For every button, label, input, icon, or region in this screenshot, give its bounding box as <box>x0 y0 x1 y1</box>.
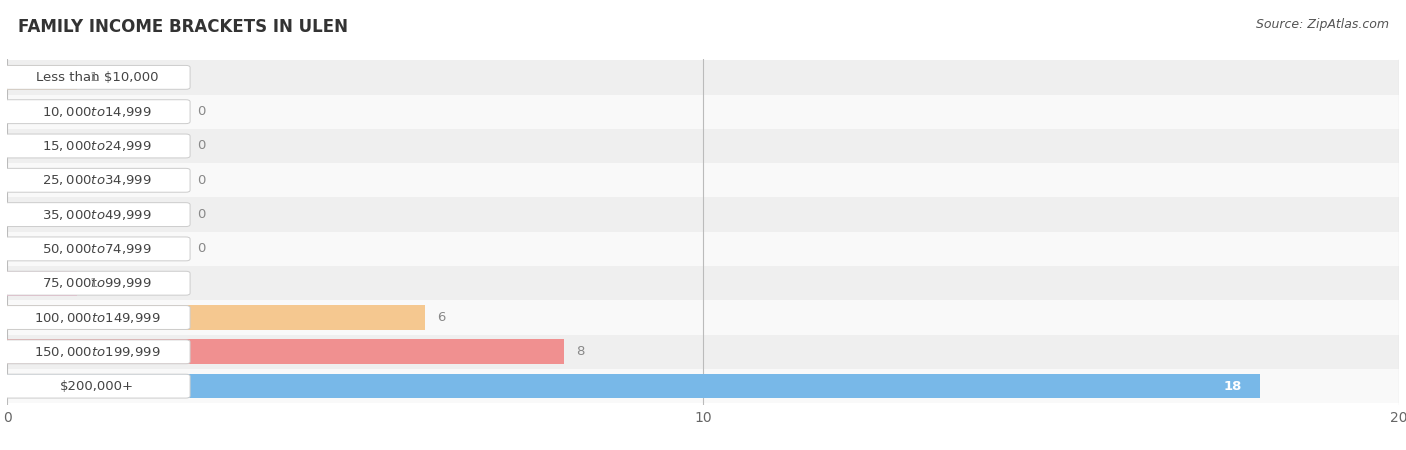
Text: FAMILY INCOME BRACKETS IN ULEN: FAMILY INCOME BRACKETS IN ULEN <box>18 18 349 36</box>
Text: $200,000+: $200,000+ <box>60 380 134 393</box>
Bar <box>7 65 77 90</box>
Text: $10,000 to $14,999: $10,000 to $14,999 <box>42 105 152 119</box>
Bar <box>7 163 1399 198</box>
Text: 6: 6 <box>437 311 446 324</box>
Bar <box>7 374 1260 399</box>
Bar <box>7 300 1399 335</box>
Text: $25,000 to $34,999: $25,000 to $34,999 <box>42 173 152 187</box>
Text: 0: 0 <box>197 105 205 118</box>
FancyBboxPatch shape <box>4 202 190 226</box>
Bar <box>7 271 77 296</box>
Bar <box>7 60 1399 94</box>
FancyBboxPatch shape <box>4 306 190 329</box>
FancyBboxPatch shape <box>4 374 190 398</box>
Text: $100,000 to $149,999: $100,000 to $149,999 <box>34 310 160 324</box>
Text: $75,000 to $99,999: $75,000 to $99,999 <box>42 276 152 290</box>
Text: $15,000 to $24,999: $15,000 to $24,999 <box>42 139 152 153</box>
Text: 1: 1 <box>89 71 97 84</box>
FancyBboxPatch shape <box>4 340 190 364</box>
Bar <box>7 232 1399 266</box>
FancyBboxPatch shape <box>4 271 190 295</box>
Text: 0: 0 <box>197 174 205 187</box>
Bar <box>7 266 1399 300</box>
FancyBboxPatch shape <box>4 168 190 192</box>
Bar <box>7 339 564 364</box>
Bar <box>7 94 1399 129</box>
Text: 0: 0 <box>197 140 205 153</box>
Text: 0: 0 <box>197 208 205 221</box>
Text: 18: 18 <box>1225 380 1243 393</box>
FancyBboxPatch shape <box>4 237 190 261</box>
Text: 1: 1 <box>89 277 97 290</box>
FancyBboxPatch shape <box>4 100 190 124</box>
Text: Source: ZipAtlas.com: Source: ZipAtlas.com <box>1256 18 1389 31</box>
Bar <box>7 198 1399 232</box>
FancyBboxPatch shape <box>4 134 190 158</box>
Text: 0: 0 <box>197 243 205 256</box>
Bar <box>7 369 1399 403</box>
FancyBboxPatch shape <box>4 65 190 89</box>
Bar <box>7 129 1399 163</box>
Text: $50,000 to $74,999: $50,000 to $74,999 <box>42 242 152 256</box>
Bar <box>7 335 1399 369</box>
Text: Less than $10,000: Less than $10,000 <box>37 71 159 84</box>
Bar <box>7 305 425 330</box>
Text: 8: 8 <box>576 345 585 358</box>
Text: $35,000 to $49,999: $35,000 to $49,999 <box>42 207 152 221</box>
Text: $150,000 to $199,999: $150,000 to $199,999 <box>34 345 160 359</box>
